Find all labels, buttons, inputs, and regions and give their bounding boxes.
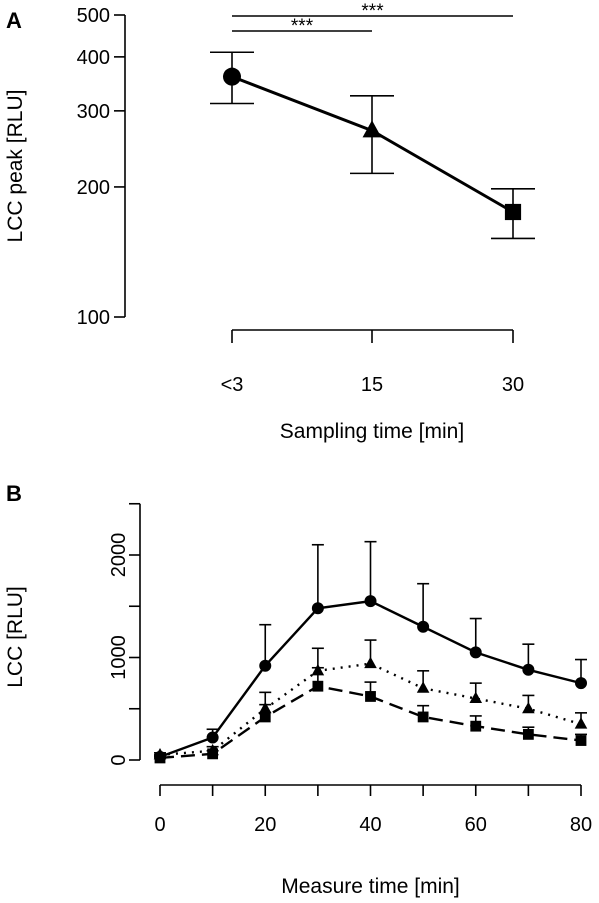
panel-a-y-tick-label: 500 <box>77 5 110 27</box>
panel-b-x-tick-label: 0 <box>154 814 165 836</box>
panel-a-y-tick-label: 200 <box>77 177 110 199</box>
panel-a-x-axis-label: Sampling time [min] <box>280 420 464 443</box>
panel-b-point-triangle <box>522 701 535 714</box>
panel-a-point-square <box>504 203 522 221</box>
panel-b-point-circle <box>522 663 535 676</box>
panel-b-y-tick-label: 1000 <box>108 635 130 680</box>
panel-b-series-square <box>154 666 587 764</box>
panel-b-error-bar <box>417 582 430 627</box>
panel-b-point-circle <box>364 595 377 608</box>
panel-b-x-tick-label: 60 <box>465 814 487 836</box>
panel-b-point-circle <box>259 659 272 672</box>
panel-a-significance-label: *** <box>291 16 314 37</box>
panel-a-point-circle <box>223 67 241 86</box>
panel-b-point-circle <box>311 602 324 615</box>
panel-b-error-bar <box>364 540 377 602</box>
panel-a-y-tick-label: 300 <box>77 101 110 123</box>
panel-b-y-tick-label: 0 <box>108 754 130 765</box>
panel-a-y-axis-label: LCC peak [RLU] <box>4 90 27 243</box>
panel-b-error-bar <box>259 623 272 666</box>
panel-b-point-square <box>154 752 166 764</box>
panel-b-point-triangle <box>364 656 377 669</box>
panel-b-y-axis-label: LCC [RLU] <box>4 586 27 688</box>
panel-b-x-axis-label: Measure time [min] <box>281 875 460 898</box>
panel-a-x-tick-label: <3 <box>221 374 244 396</box>
panel-a-letter: A <box>6 8 22 33</box>
panel-b-x-tick-label: 40 <box>359 814 381 836</box>
panel-b-letter: B <box>6 481 22 506</box>
panel-b-point-circle <box>469 646 482 659</box>
panel-b-point-square <box>312 680 324 692</box>
panel-b-y-tick-label: 2000 <box>108 533 130 578</box>
panel-b-point-square <box>207 748 219 760</box>
panel-b-point-square <box>470 720 482 732</box>
panel-a-significance-label: *** <box>361 1 384 22</box>
panel-b-point-circle <box>206 731 219 744</box>
panel-a-x-tick-label: 30 <box>502 374 524 396</box>
panel-b-x-tick-label: 80 <box>570 814 592 836</box>
panel-b-x-tick-label: 20 <box>254 814 276 836</box>
panel-a-y-tick-label: 400 <box>77 47 110 69</box>
panel-a-y-tick-label: 100 <box>77 307 110 329</box>
panel-b-point-square <box>259 711 271 723</box>
panel-b-point-triangle <box>416 681 430 693</box>
panel-b-point-square <box>417 711 429 723</box>
panel-a-x-tick-label: 15 <box>361 374 383 396</box>
panel-b-series-line <box>159 662 582 757</box>
panel-b-point-square <box>365 691 376 702</box>
panel-b-error-bar <box>311 543 324 609</box>
panel-b-point-circle <box>417 620 430 633</box>
panel-b-point-triangle <box>574 717 588 729</box>
panel-b-point-circle <box>575 677 587 690</box>
panel-b-point-triangle <box>469 691 483 703</box>
panel-b-chart: 0 1000 2000 LCC [RLU] 0 20 40 60 80 Measure time … <box>4 502 592 898</box>
panel-a-chart: 100 200 300 400 500 LCC peak [RLU] <3 15 30 Sampl… <box>4 1 535 443</box>
panel-b-point-square <box>575 735 587 746</box>
panel-a-point-triangle <box>362 120 382 138</box>
panel-b-point-square <box>522 728 534 740</box>
